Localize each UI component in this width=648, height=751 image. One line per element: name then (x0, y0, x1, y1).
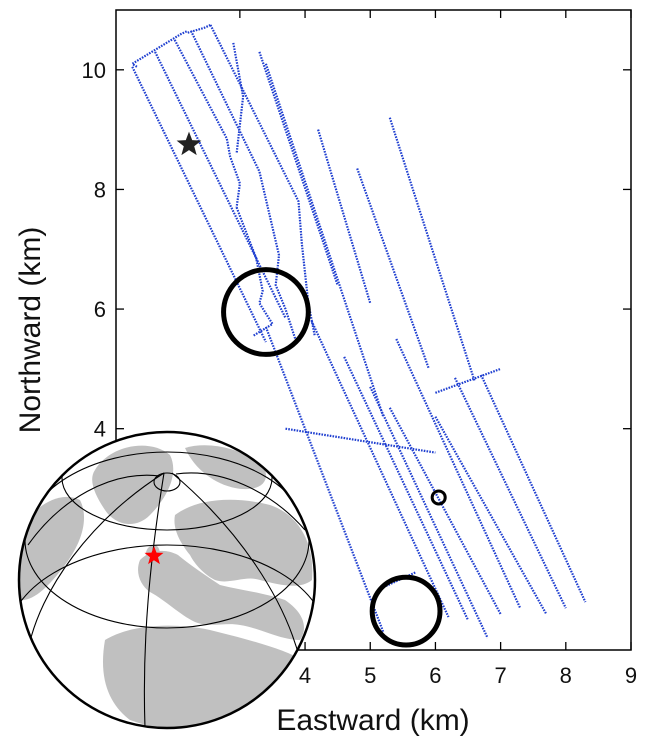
y-tick-label: 6 (94, 297, 106, 322)
star-marker-1 (176, 131, 202, 156)
graticule-line (175, 472, 306, 531)
survey-track-21 (356, 168, 430, 370)
annotation-circle-1 (221, 267, 311, 357)
europe-landmass (138, 550, 305, 640)
greenland-landmass (92, 445, 174, 525)
graticule-line (27, 472, 165, 651)
survey-track-18 (434, 416, 548, 615)
annotation-circle-3 (430, 489, 447, 506)
location-star-icon (144, 546, 164, 565)
graticule-line (153, 472, 181, 492)
survey-track-14 (343, 356, 469, 621)
graticule-line (143, 472, 165, 728)
survey-track-19 (454, 377, 567, 609)
x-tick-label: 4 (299, 663, 311, 688)
survey-track-22 (388, 117, 476, 382)
survey-track-6 (235, 207, 275, 337)
scandinavia-russia-landmass (174, 499, 313, 586)
x-tick-label: 9 (625, 663, 637, 688)
y-axis-label: Northward (km) (14, 227, 47, 434)
survey-track-1 (130, 29, 189, 68)
survey-track-23 (285, 427, 436, 454)
globe-outline (17, 430, 317, 730)
survey-track-5 (173, 39, 242, 208)
survey-track-26 (264, 326, 385, 633)
plot-frame (115, 9, 632, 651)
survey-track-12 (317, 129, 372, 304)
x-tick-label: 8 (560, 663, 572, 688)
x-tick-label: 6 (429, 663, 441, 688)
survey-track-3 (131, 66, 267, 343)
y-tick-label: 4 (94, 417, 106, 442)
y-tick-label: 10 (82, 58, 106, 83)
x-tick-label: 5 (364, 663, 376, 688)
survey-track-11 (264, 63, 385, 418)
arctic-islands (185, 445, 266, 490)
survey-track-10 (258, 51, 339, 286)
graticule-line (61, 432, 273, 531)
annotation-circle-2 (369, 574, 443, 648)
survey-track-15 (369, 386, 489, 639)
survey-track-9 (232, 42, 245, 154)
survey-track-24 (435, 367, 501, 394)
survey-tracks (130, 23, 587, 639)
graticule-line (19, 544, 315, 728)
north-america-landmass (19, 496, 84, 600)
x-axis-label: Eastward (km) (276, 704, 469, 737)
survey-track-20 (480, 374, 587, 603)
survey-track-2 (187, 23, 211, 34)
survey-track-4 (154, 51, 287, 319)
survey-track-13 (310, 320, 450, 618)
survey-track-7 (190, 30, 297, 340)
x-tick-label: 7 (494, 663, 506, 688)
annotation-circles (221, 267, 447, 648)
graticule-line (171, 472, 301, 661)
y-tick-label: 8 (94, 177, 106, 202)
survey-track-17 (395, 338, 522, 609)
survey-track-8 (209, 24, 316, 337)
inset-globe (17, 430, 317, 730)
markers (176, 131, 202, 156)
graticule-line (27, 474, 161, 546)
